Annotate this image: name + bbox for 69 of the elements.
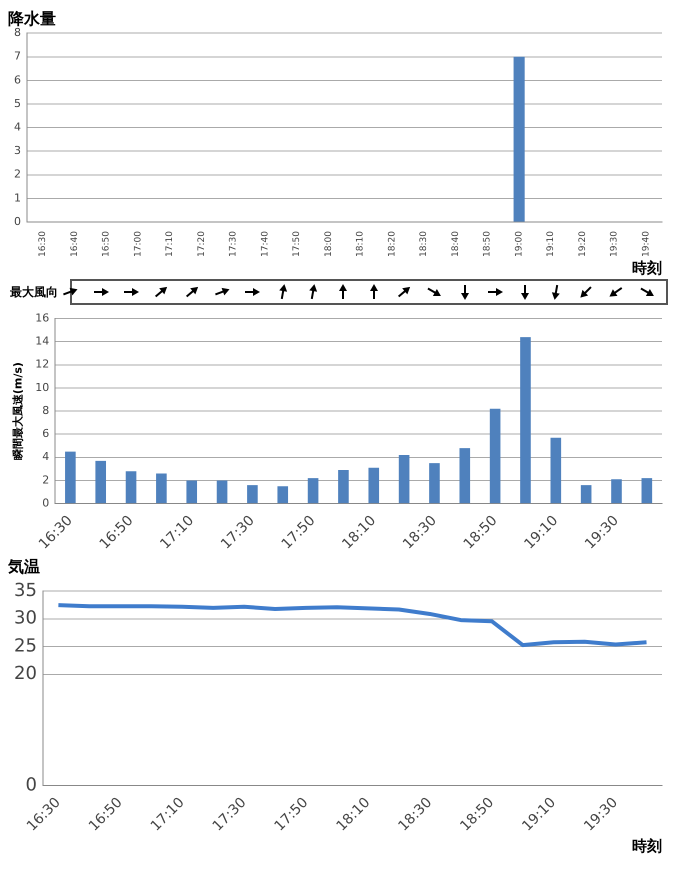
y-tick-label: 14 <box>35 334 50 348</box>
y-tick-label: 35 <box>14 580 37 601</box>
y-tick-label: 8 <box>14 26 21 40</box>
y-tick-label: 30 <box>14 608 37 629</box>
y-tick-label: 12 <box>35 358 50 371</box>
y-tick-label: 8 <box>42 404 50 417</box>
bar <box>520 337 531 504</box>
x-tick-label: 19:30 <box>610 230 620 257</box>
x-tick-label: 18:00 <box>324 230 334 257</box>
y-tick-label: 20 <box>14 663 37 684</box>
x-tick-label: 18:40 <box>450 230 461 257</box>
x-tick-label: 17:00 <box>133 230 144 257</box>
text: 最大風向 <box>10 284 58 301</box>
x-tick-label: 18:10 <box>356 230 366 257</box>
bar <box>490 408 500 504</box>
y-tick-label: 7 <box>14 50 21 63</box>
x-tick-label: 19:00 <box>514 230 524 257</box>
x-axis-title: 時刻 <box>632 836 662 855</box>
y-tick-label: 2 <box>14 168 21 181</box>
x-tick-label: 17:30 <box>228 230 239 257</box>
bar <box>642 478 652 504</box>
x-tick-label: 16:30 <box>38 230 48 257</box>
bar <box>611 479 622 504</box>
bar <box>338 470 349 504</box>
y-tick-label: 10 <box>35 380 50 394</box>
bar <box>126 471 136 504</box>
bar <box>308 478 318 504</box>
bar <box>156 474 167 504</box>
y-tick-label: 16 <box>35 311 50 324</box>
y-tick-label: 6 <box>42 427 50 440</box>
bar <box>459 448 470 504</box>
bar <box>550 438 562 504</box>
y-tick-label: 6 <box>14 73 21 86</box>
x-tick-label: 17:20 <box>196 230 207 257</box>
y-tick-label: 4 <box>14 120 21 134</box>
x-tick-label: 19:40 <box>641 230 652 257</box>
bar <box>580 485 592 504</box>
y-tick-label: 2 <box>42 473 50 486</box>
y-tick-label: 0 <box>14 214 21 228</box>
x-tick-label: 19:10 <box>546 230 556 257</box>
x-tick-label: 18:30 <box>419 230 430 257</box>
bar <box>65 452 76 504</box>
y-tick-label: 3 <box>14 144 21 158</box>
x-tick-label: 19:20 <box>578 230 588 257</box>
y-tick-label: 0 <box>25 774 37 796</box>
bar <box>368 468 380 504</box>
bar <box>429 463 440 504</box>
y-tick-label: 25 <box>14 635 37 656</box>
bar <box>186 480 198 504</box>
x-tick-label: 17:40 <box>260 230 270 257</box>
y-tick-label: 5 <box>14 96 21 110</box>
y-tick-label: 0 <box>42 496 50 510</box>
x-tick-label: 17:10 <box>165 230 176 257</box>
x-tick-label: 17:50 <box>292 230 302 257</box>
bar <box>247 485 258 504</box>
y-axis-title: 瞬間最大風速(m/s) <box>11 362 24 460</box>
y-tick-label: 1 <box>14 191 21 204</box>
x-tick-label: 16:50 <box>102 230 112 257</box>
chart-title: 気温 <box>7 556 40 576</box>
bar <box>216 480 228 504</box>
x-axis-title: 時刻 <box>632 258 662 277</box>
bar <box>398 455 410 504</box>
x-tick-label: 18:50 <box>482 230 493 257</box>
x-tick-label: 18:20 <box>387 230 398 257</box>
y-tick-label: 4 <box>42 450 50 464</box>
bar <box>277 486 288 504</box>
bar <box>95 460 106 504</box>
chart-title: 降水量 <box>8 8 56 28</box>
x-tick-label: 16:40 <box>70 230 80 257</box>
